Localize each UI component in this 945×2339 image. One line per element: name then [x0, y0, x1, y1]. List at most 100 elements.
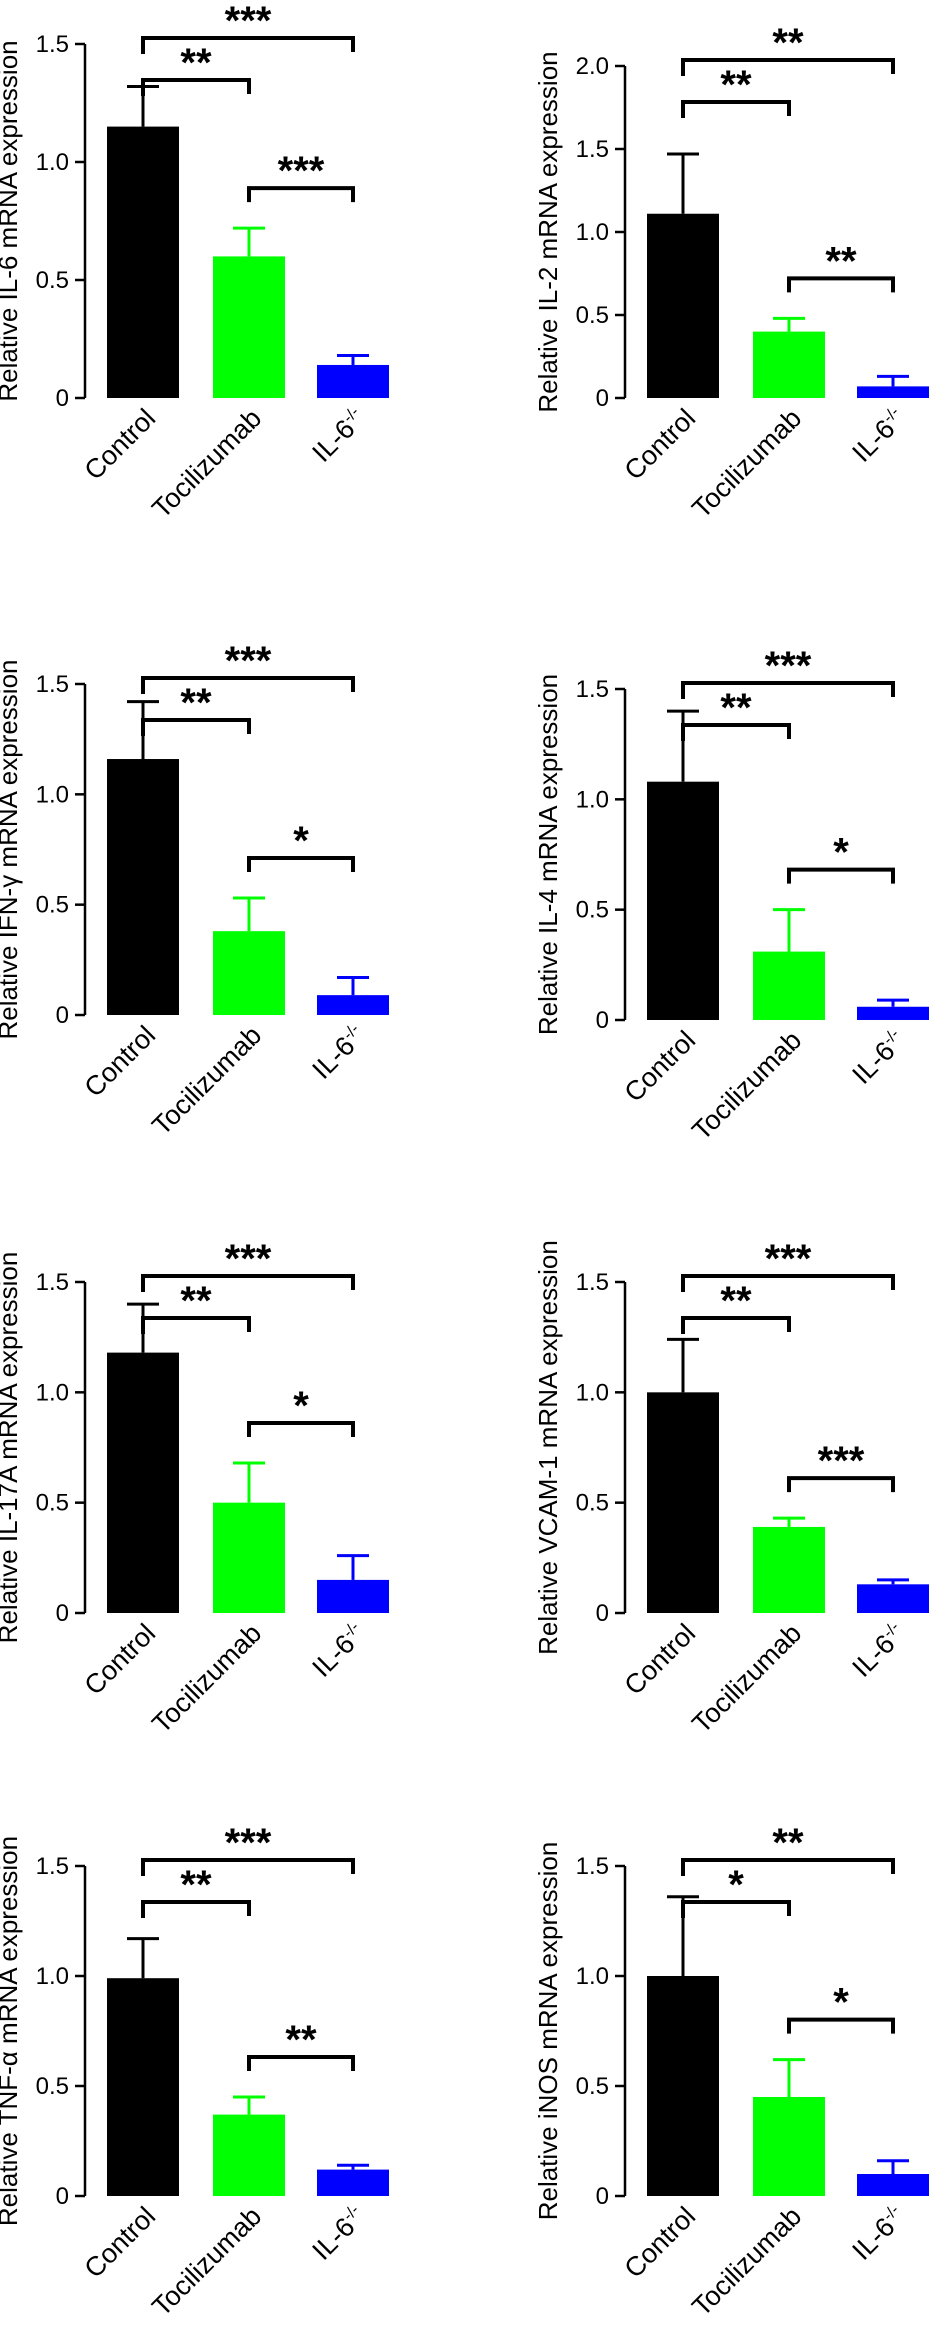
bar-tocilizumab — [753, 951, 825, 1020]
bar-control — [647, 1392, 719, 1613]
category-label: Tocilizumab — [686, 1618, 807, 1739]
significance-label: *** — [818, 1439, 865, 1483]
chart-4: 0 0.5 1.0 1.5 Relative IL-4 mRNA expression C… — [533, 644, 929, 1146]
category-label: IL-6-/- — [306, 1020, 371, 1085]
significance-bracket — [247, 186, 355, 203]
significance-bracket — [787, 2017, 895, 2034]
significance-label: ** — [180, 1863, 212, 1907]
y-axis-label: Relative iNOS mRNA expression — [533, 1842, 563, 2221]
y-tick-label: 0 — [596, 1007, 609, 1034]
significance-label: ** — [772, 1821, 804, 1865]
significance-bracket — [247, 856, 355, 873]
category-label: Control — [78, 1020, 161, 1103]
category-label: IL-6-/- — [846, 2201, 911, 2266]
chart-3: 0 0.5 1.0 1.5 Relative IFN-γ mRNA expression… — [0, 639, 389, 1141]
category-label: IL-6-/- — [846, 1025, 911, 1090]
significance-label: ** — [825, 239, 857, 283]
chart-2: 0 0.5 1.0 1.5 2.0 Relative IL-2 mRNA expressi… — [533, 21, 929, 524]
significance-label: *** — [765, 1237, 812, 1281]
y-tick-label: 0 — [56, 1600, 69, 1627]
significance-label: * — [833, 831, 849, 875]
y-axis-label: Relative IFN-γ mRNA expression — [0, 660, 23, 1040]
bar-il-6 — [857, 386, 929, 398]
category-label: Control — [78, 1618, 161, 1701]
bar-tocilizumab — [753, 2097, 825, 2196]
significance-bracket — [681, 1900, 791, 1918]
significance-label: * — [833, 1981, 849, 2025]
category-label: Control — [618, 1025, 701, 1108]
category-label: IL-6-/- — [306, 2201, 371, 2266]
significance-label: ** — [720, 63, 752, 107]
significance-bracket — [787, 867, 895, 884]
y-tick-label: 1.0 — [576, 1963, 609, 1990]
significance-label: * — [728, 1863, 744, 1907]
bar-control — [107, 759, 179, 1015]
bar-control — [647, 1976, 719, 2196]
bar-tocilizumab — [213, 1502, 285, 1613]
y-tick-label: 1.0 — [36, 149, 69, 176]
bar-il-6 — [857, 2174, 929, 2196]
significance-label: * — [293, 819, 309, 863]
significance-bracket — [681, 723, 791, 741]
y-tick-label: 1.5 — [576, 1853, 609, 1880]
y-axis-label: Relative IL-2 mRNA expression — [533, 51, 563, 412]
bar-tocilizumab — [213, 256, 285, 398]
y-tick-label: 2.0 — [576, 53, 609, 80]
bar-control — [107, 1352, 179, 1613]
y-tick-label: 0.5 — [576, 302, 609, 329]
significance-label: *** — [225, 1237, 272, 1281]
bar-tocilizumab — [753, 1526, 825, 1613]
y-tick-label: 0 — [56, 385, 69, 412]
bar-il-6 — [857, 1584, 929, 1613]
y-tick-label: 1.5 — [36, 1269, 69, 1296]
category-label: Control — [618, 2201, 701, 2284]
significance-label: ** — [180, 681, 212, 725]
significance-label: ** — [180, 1279, 212, 1323]
bar-tocilizumab — [213, 2114, 285, 2196]
significance-bracket — [141, 1274, 355, 1292]
category-label: IL-6-/- — [846, 403, 911, 468]
y-axis-label: Relative IL-4 mRNA expression — [533, 674, 563, 1035]
significance-label: * — [293, 1384, 309, 1428]
significance-label: *** — [765, 644, 812, 688]
significance-bracket — [141, 78, 251, 96]
y-tick-label: 1.5 — [36, 671, 69, 698]
category-label: Control — [618, 403, 701, 486]
significance-label: ** — [720, 1279, 752, 1323]
bar-il-6 — [317, 995, 389, 1015]
y-tick-label: 0 — [56, 1002, 69, 1029]
bar-control — [107, 126, 179, 398]
significance-bracket — [247, 2055, 355, 2071]
category-label: Tocilizumab — [146, 2201, 267, 2322]
bar-control — [647, 781, 719, 1020]
bar-il-6 — [317, 364, 389, 398]
category-label: IL-6-/- — [846, 1618, 911, 1683]
bar-control — [647, 213, 719, 398]
category-label: Tocilizumab — [686, 1025, 807, 1146]
y-tick-label: 0.5 — [576, 2073, 609, 2100]
significance-bracket — [681, 1274, 895, 1292]
category-label: IL-6-/- — [306, 403, 371, 468]
y-tick-label: 1.0 — [36, 1379, 69, 1406]
y-axis-label: Relative IL-17A mRNA expression — [0, 1252, 23, 1644]
category-label: IL-6-/- — [306, 1618, 371, 1683]
significance-bracket — [787, 1476, 895, 1493]
y-tick-label: 1.0 — [36, 1963, 69, 1990]
significance-bracket — [141, 676, 355, 694]
bar-il-6 — [317, 1579, 389, 1613]
chart-5: 0 0.5 1.0 1.5 Relative IL-17A mRNA expressio… — [0, 1237, 389, 1739]
significance-bracket — [681, 1858, 895, 1876]
significance-bracket — [141, 1900, 251, 1918]
significance-bracket — [141, 1858, 355, 1876]
significance-bracket — [681, 1316, 791, 1334]
category-label: Tocilizumab — [686, 403, 807, 524]
y-tick-label: 1.5 — [576, 136, 609, 163]
category-label: Tocilizumab — [686, 2201, 807, 2322]
bar-il-6 — [317, 2169, 389, 2196]
y-tick-label: 1.5 — [576, 676, 609, 703]
y-tick-label: 0 — [596, 1600, 609, 1627]
chart-6: 0 0.5 1.0 1.5 Relative VCAM-1 mRNA expressio… — [533, 1237, 929, 1739]
significance-label: *** — [278, 149, 325, 193]
y-axis-label: Relative IL-6 mRNA expression — [0, 40, 23, 401]
significance-bracket — [141, 36, 355, 54]
